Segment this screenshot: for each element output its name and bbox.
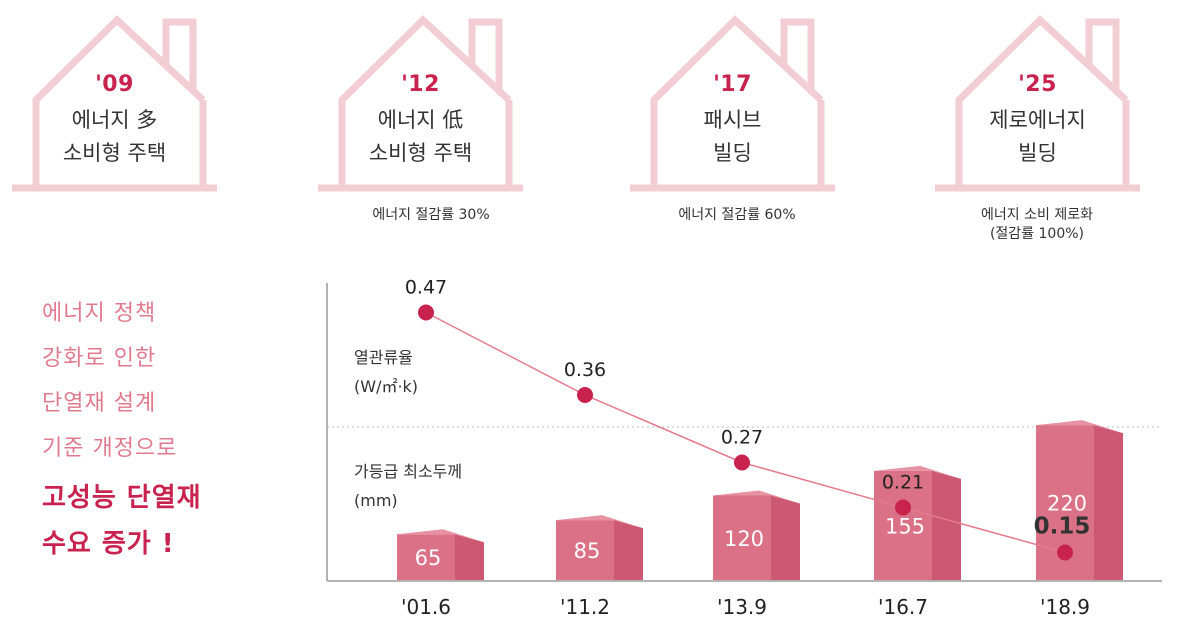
bar-axis-unit: (mm)	[354, 491, 398, 510]
house-2017: '17 패시브 빌딩	[630, 8, 835, 193]
note-saving-60: 에너지 절감률 60%	[678, 207, 796, 223]
bar-0: 65	[397, 529, 484, 580]
house-year: '09	[95, 72, 134, 97]
bar-side	[1094, 425, 1123, 580]
u-value-point	[895, 499, 911, 516]
u-value-label: 0.47	[405, 277, 447, 299]
house-label-line2: 소비형 주택	[62, 141, 167, 165]
bar-1: 85	[556, 515, 643, 580]
slogan-strong-line-2: 수요 증가 !	[42, 529, 175, 559]
line-axis-unit: (W/㎡·k)	[354, 377, 418, 396]
bar-value-label: 65	[415, 546, 442, 570]
house-icon	[630, 15, 835, 192]
u-value-label: 0.36	[564, 359, 606, 381]
bar-top	[397, 529, 484, 543]
x-tick-label: '18.9	[1040, 595, 1090, 619]
house-year: '17	[713, 72, 752, 97]
bar-top	[713, 490, 800, 504]
x-tick-label: '16.7	[878, 595, 928, 619]
bar-side	[455, 534, 484, 580]
x-tick-label: '01.6	[401, 595, 451, 619]
bar-front	[713, 495, 771, 580]
slogan-line-1: 에너지 정책	[42, 301, 157, 326]
slogan-line-4: 기준 개정으로	[42, 436, 178, 461]
bar-top	[556, 515, 643, 529]
slogan-line-3: 단열재 설계	[42, 391, 157, 416]
bar-front	[397, 534, 455, 580]
x-tick-label: '11.2	[560, 595, 610, 619]
house-label-line2: 빌딩	[713, 141, 752, 165]
bar-value-label: 120	[724, 527, 764, 551]
slogan-line-2: 강화로 인한	[42, 346, 157, 371]
house-label-line2: 빌딩	[1018, 141, 1057, 165]
bar-side	[932, 470, 961, 580]
bar-side	[771, 495, 800, 580]
house-icon	[935, 15, 1140, 192]
house-label-line1: 제로에너지	[989, 108, 1086, 132]
u-value-point	[734, 454, 750, 471]
slogan-strong-line-1: 고성능 단열재	[42, 483, 202, 513]
house-label-line2: 소비형 주택	[368, 141, 473, 165]
note-zero-energy-line2: (절감률 100%)	[989, 226, 1085, 242]
note-zero-energy-line1: 에너지 소비 제로화	[981, 207, 1093, 223]
bar-top	[874, 465, 961, 479]
house-label-line1: 에너지 低	[377, 108, 464, 132]
house-2012: '12 에너지 低 소비형 주택	[318, 8, 523, 193]
house-label-line1: 에너지 多	[71, 108, 158, 132]
bar-axis-label: 가등급 최소두께	[354, 462, 462, 481]
house-year: '12	[401, 72, 440, 97]
house-icon	[318, 15, 523, 192]
bar-value-label: 85	[574, 539, 601, 563]
bar-front	[874, 470, 932, 580]
u-value-label: 0.21	[882, 472, 924, 494]
bar-top	[1036, 420, 1123, 434]
note-saving-30: 에너지 절감률 30%	[372, 207, 490, 223]
x-tick-label: '13.9	[717, 595, 767, 619]
house-label-line1: 패시브	[703, 108, 762, 132]
bar-3: 155	[874, 465, 961, 580]
house-2025: '25 제로에너지 빌딩	[935, 8, 1140, 193]
u-value-label: 0.27	[721, 427, 763, 449]
line-axis-label: 열관류율	[354, 348, 413, 367]
house-icon	[12, 15, 217, 192]
bar-2: 120	[713, 490, 800, 580]
u-value-label: 0.15	[1034, 514, 1091, 540]
bar-front	[556, 520, 614, 580]
bar-4: 220	[1036, 420, 1123, 580]
bar-front	[1036, 425, 1094, 580]
bar-value-label: 220	[1047, 492, 1087, 516]
note-zero-energy: 에너지 소비 제로화 (절감률 100%)	[917, 206, 1157, 244]
bar-side	[614, 520, 643, 580]
bar-value-label: 155	[885, 514, 925, 538]
u-value-point	[418, 304, 434, 321]
house-2009: '09 에너지 多 소비형 주택	[12, 8, 217, 193]
u-value-point	[1057, 544, 1073, 561]
u-value-point	[577, 387, 593, 403]
house-year: '25	[1018, 72, 1057, 97]
